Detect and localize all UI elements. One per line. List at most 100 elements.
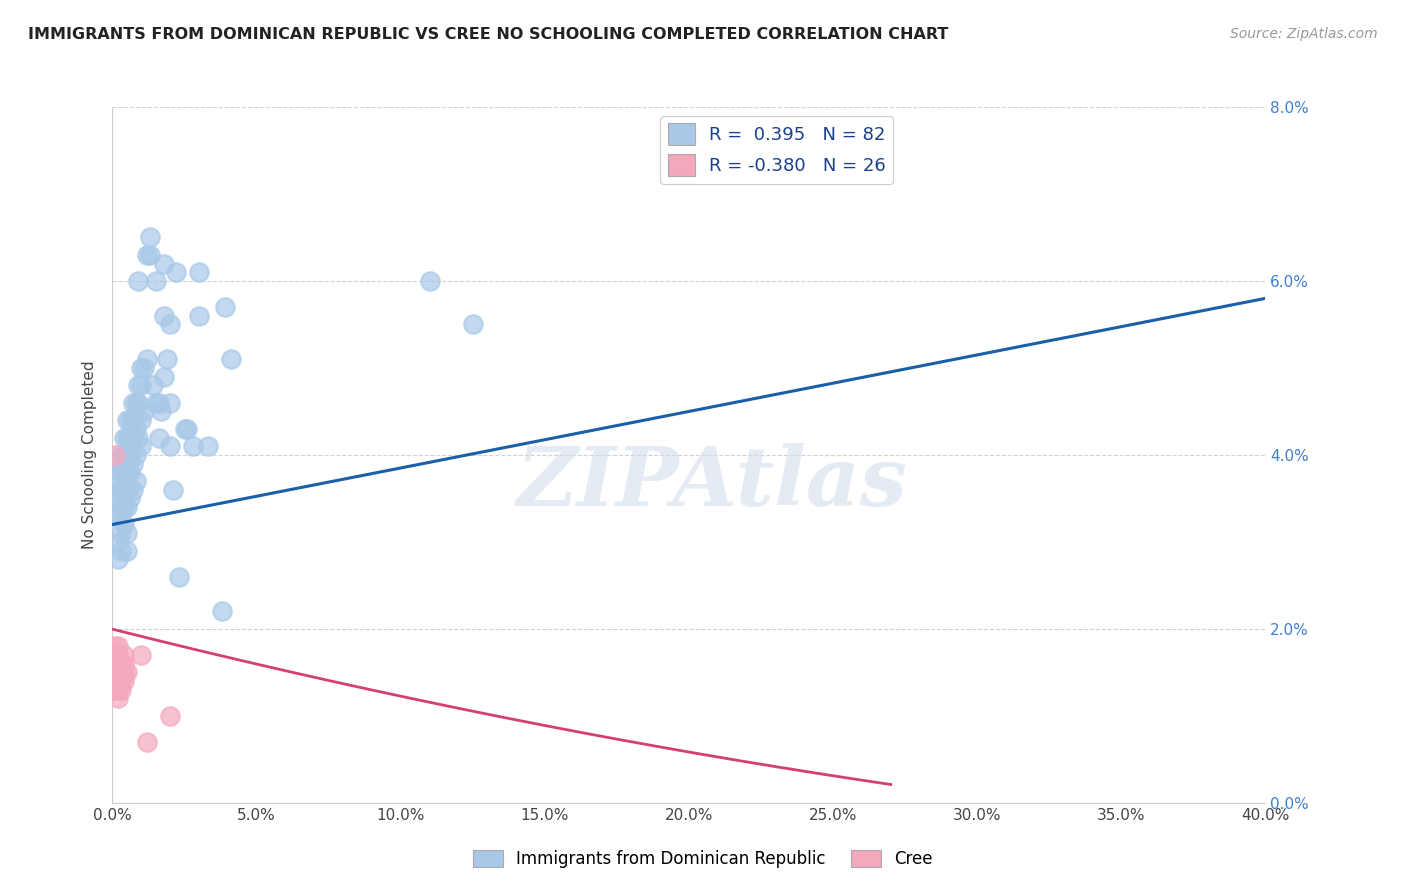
Point bbox=[188, 309, 211, 323]
Point bbox=[121, 483, 143, 497]
Text: IMMIGRANTS FROM DOMINICAN REPUBLIC VS CREE NO SCHOOLING COMPLETED CORRELATION CH: IMMIGRANTS FROM DOMINICAN REPUBLIC VS CR… bbox=[28, 27, 949, 42]
Point bbox=[107, 483, 129, 497]
Point bbox=[112, 466, 135, 480]
Point bbox=[107, 552, 129, 566]
Point bbox=[219, 352, 242, 367]
Point bbox=[112, 648, 135, 662]
Point bbox=[110, 682, 132, 697]
Point bbox=[115, 500, 138, 514]
Point bbox=[136, 352, 159, 367]
Point bbox=[110, 500, 132, 514]
Point bbox=[134, 360, 156, 375]
Point bbox=[145, 396, 167, 410]
Point bbox=[139, 230, 162, 244]
Point bbox=[107, 639, 129, 653]
Point bbox=[153, 257, 176, 271]
Point bbox=[127, 396, 149, 410]
Point bbox=[107, 466, 129, 480]
Point bbox=[127, 378, 149, 392]
Point bbox=[145, 274, 167, 288]
Point bbox=[159, 439, 181, 453]
Point bbox=[112, 665, 135, 680]
Point bbox=[104, 491, 127, 506]
Point bbox=[115, 413, 138, 427]
Point bbox=[139, 248, 162, 262]
Point bbox=[124, 448, 146, 462]
Point bbox=[148, 396, 170, 410]
Point bbox=[107, 665, 129, 680]
Point bbox=[124, 422, 146, 436]
Point bbox=[115, 448, 138, 462]
Point bbox=[129, 360, 153, 375]
Point bbox=[129, 648, 153, 662]
Point bbox=[159, 396, 181, 410]
Point bbox=[118, 491, 141, 506]
Point bbox=[121, 396, 143, 410]
Point bbox=[112, 517, 135, 532]
Point bbox=[110, 665, 132, 680]
Point bbox=[112, 500, 135, 514]
Point bbox=[107, 691, 129, 706]
Point bbox=[118, 448, 141, 462]
Point bbox=[165, 265, 187, 279]
Point bbox=[104, 448, 127, 462]
Point bbox=[136, 735, 159, 749]
Text: Source: ZipAtlas.com: Source: ZipAtlas.com bbox=[1230, 27, 1378, 41]
Point bbox=[181, 439, 204, 453]
Point bbox=[104, 682, 127, 697]
Point bbox=[118, 413, 141, 427]
Point bbox=[121, 457, 143, 471]
Point bbox=[188, 265, 211, 279]
Point bbox=[104, 648, 127, 662]
Point bbox=[107, 535, 129, 549]
Point bbox=[211, 605, 233, 619]
Point bbox=[162, 483, 184, 497]
Point bbox=[129, 439, 153, 453]
Point bbox=[173, 422, 195, 436]
Point bbox=[115, 543, 138, 558]
Point bbox=[110, 543, 132, 558]
Point bbox=[153, 369, 176, 384]
Point bbox=[112, 448, 135, 462]
Legend: Immigrants from Dominican Republic, Cree: Immigrants from Dominican Republic, Cree bbox=[467, 843, 939, 875]
Point bbox=[115, 431, 138, 445]
Point bbox=[118, 431, 141, 445]
Point bbox=[167, 570, 190, 584]
Point bbox=[104, 508, 127, 523]
Point bbox=[104, 639, 127, 653]
Point bbox=[461, 318, 484, 332]
Legend: R =  0.395   N = 82, R = -0.380   N = 26: R = 0.395 N = 82, R = -0.380 N = 26 bbox=[661, 116, 893, 184]
Point bbox=[419, 274, 441, 288]
Point bbox=[112, 431, 135, 445]
Point bbox=[159, 318, 181, 332]
Point bbox=[124, 396, 146, 410]
Point bbox=[110, 483, 132, 497]
Point bbox=[129, 413, 153, 427]
Point bbox=[107, 508, 129, 523]
Point bbox=[112, 674, 135, 689]
Point bbox=[107, 674, 129, 689]
Point bbox=[156, 352, 179, 367]
Point bbox=[112, 483, 135, 497]
Point bbox=[159, 708, 181, 723]
Point bbox=[121, 413, 143, 427]
Point bbox=[214, 300, 236, 314]
Point bbox=[110, 466, 132, 480]
Point bbox=[107, 648, 129, 662]
Point bbox=[110, 526, 132, 541]
Point bbox=[115, 483, 138, 497]
Point bbox=[110, 448, 132, 462]
Point bbox=[104, 665, 127, 680]
Point bbox=[104, 674, 127, 689]
Point bbox=[129, 378, 153, 392]
Point bbox=[118, 466, 141, 480]
Point bbox=[104, 657, 127, 671]
Point bbox=[115, 466, 138, 480]
Point bbox=[127, 274, 149, 288]
Point bbox=[142, 378, 165, 392]
Point bbox=[124, 474, 146, 488]
Point bbox=[176, 422, 198, 436]
Text: ZIPAtlas: ZIPAtlas bbox=[516, 442, 907, 523]
Point bbox=[134, 404, 156, 418]
Point bbox=[115, 665, 138, 680]
